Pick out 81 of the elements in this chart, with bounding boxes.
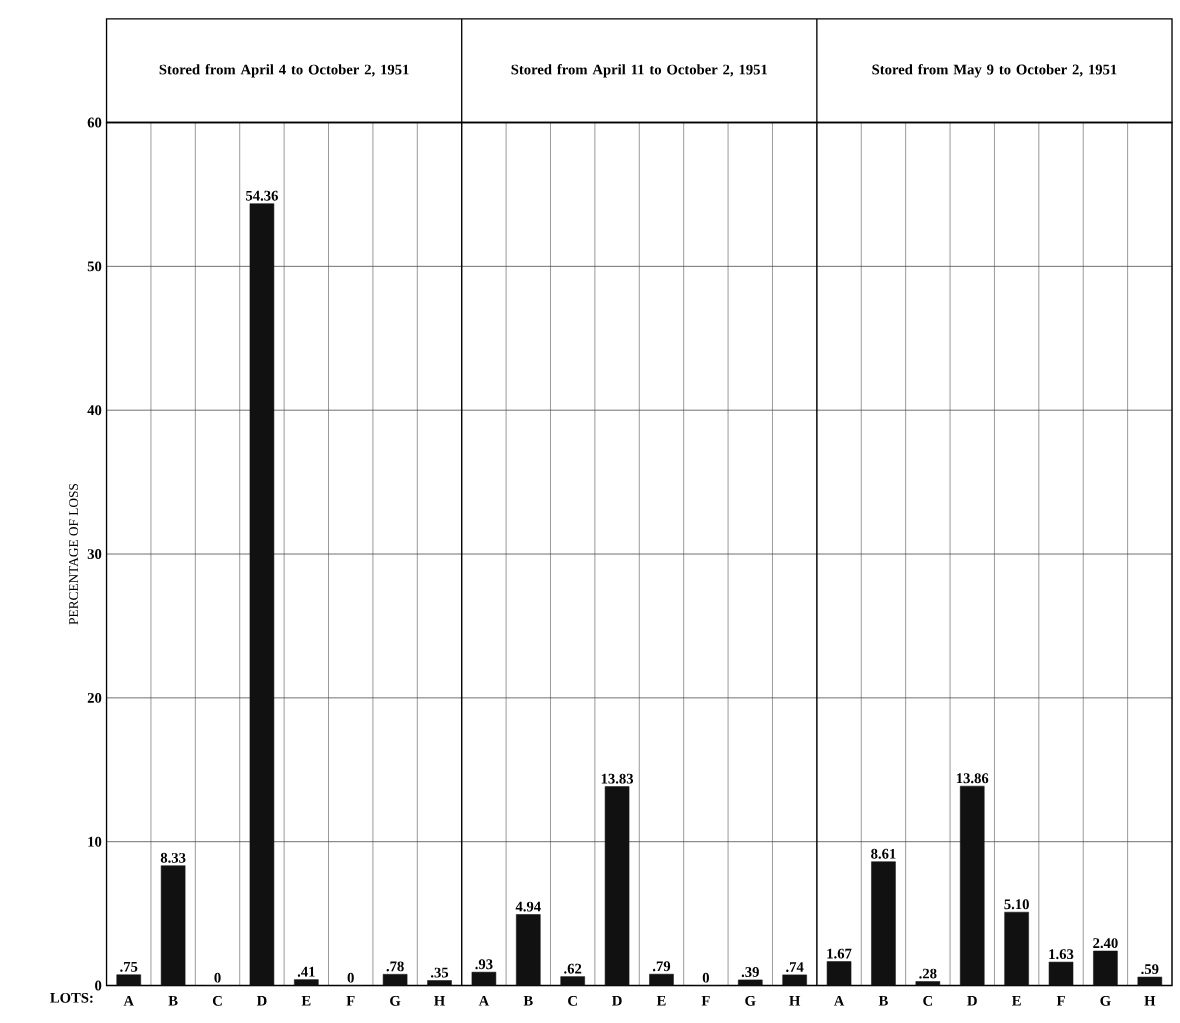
x-tick-label: F <box>346 996 355 1006</box>
data-label: 13.86 <box>956 773 989 784</box>
y-tick-label: 20 <box>87 693 102 703</box>
data-label: .39 <box>741 967 759 978</box>
bar <box>471 971 497 986</box>
x-axis-title: LOTS: <box>50 992 93 1003</box>
bar <box>649 973 674 986</box>
x-tick-label: G <box>390 996 401 1006</box>
data-label: 1.63 <box>1049 949 1074 960</box>
x-tick-label: F <box>701 996 710 1006</box>
y-tick-label: 10 <box>88 836 102 847</box>
data-label: 8.33 <box>160 852 186 863</box>
data-label: 8.61 <box>871 848 896 859</box>
y-axis-title: PERCENTAGE OF LOSS <box>69 484 79 625</box>
data-label: 0 <box>702 972 709 983</box>
x-tick-label: C <box>568 996 577 1006</box>
x-tick-label: D <box>256 996 267 1006</box>
bar <box>560 976 585 986</box>
data-label: .78 <box>386 961 404 972</box>
data-label: 0 <box>214 972 221 983</box>
bar <box>1137 976 1163 986</box>
data-label: .74 <box>786 962 804 973</box>
data-label: .75 <box>120 962 138 972</box>
bar <box>738 979 763 986</box>
x-tick-label: C <box>212 996 222 1006</box>
bar <box>1048 961 1074 986</box>
data-label: 1.67 <box>827 948 852 959</box>
x-tick-label: A <box>833 996 845 1006</box>
bar <box>249 203 275 986</box>
x-tick-label: D <box>612 996 622 1006</box>
bar <box>427 980 452 986</box>
x-tick-label: H <box>1144 996 1156 1006</box>
x-tick-label: A <box>123 996 134 1006</box>
y-tick-label: 30 <box>87 549 102 560</box>
bar <box>382 974 408 986</box>
bar <box>294 979 319 986</box>
bar <box>1093 950 1118 986</box>
data-label: .93 <box>475 959 493 970</box>
x-tick-label: B <box>878 996 888 1006</box>
bar <box>116 974 141 986</box>
bar <box>782 974 807 986</box>
x-tick-label: B <box>523 996 533 1006</box>
y-tick-label: 60 <box>87 117 102 128</box>
bar <box>516 914 541 986</box>
text: Stored from May 9 to October 2, 1951 <box>872 64 1117 78</box>
data-label: 2.40 <box>1093 938 1118 949</box>
data-label: 54.36 <box>246 190 278 201</box>
data-label: .28 <box>919 968 937 979</box>
x-tick-label: F <box>1056 996 1065 1006</box>
bar <box>604 786 630 986</box>
bar <box>1004 911 1029 986</box>
bar <box>160 865 186 986</box>
y-tick-label: 0 <box>95 980 102 991</box>
x-tick-label: B <box>168 996 178 1006</box>
data-label: 13.83 <box>601 773 634 784</box>
bar <box>915 981 941 986</box>
data-label: 4.94 <box>515 901 541 912</box>
x-tick-label: C <box>923 996 933 1006</box>
data-label: .41 <box>297 966 315 977</box>
x-tick-label: G <box>1100 996 1111 1006</box>
x-tick-label: H <box>789 996 801 1006</box>
x-tick-label: E <box>301 996 311 1006</box>
y-tick-label: 50 <box>87 261 102 272</box>
x-tick-label: E <box>656 996 666 1006</box>
text: Stored from April 11 to October 2, 1951 <box>511 64 768 78</box>
x-tick-label: D <box>967 996 977 1006</box>
data-label: .79 <box>652 961 671 972</box>
x-tick-label: H <box>434 996 445 1006</box>
data-label: 5.10 <box>1004 899 1029 910</box>
data-label: .59 <box>1141 964 1159 975</box>
data-label: .62 <box>564 963 582 974</box>
text: Stored from April 4 to October 2, 1951 <box>159 64 409 78</box>
x-tick-label: G <box>745 996 756 1006</box>
bar <box>959 785 985 986</box>
bar <box>871 861 896 986</box>
x-tick-label: A <box>478 996 490 1006</box>
y-tick-label: 40 <box>87 405 102 416</box>
data-label: .35 <box>431 967 449 978</box>
bar <box>826 961 852 986</box>
x-tick-label: E <box>1012 996 1021 1006</box>
data-label: 0 <box>347 972 354 983</box>
